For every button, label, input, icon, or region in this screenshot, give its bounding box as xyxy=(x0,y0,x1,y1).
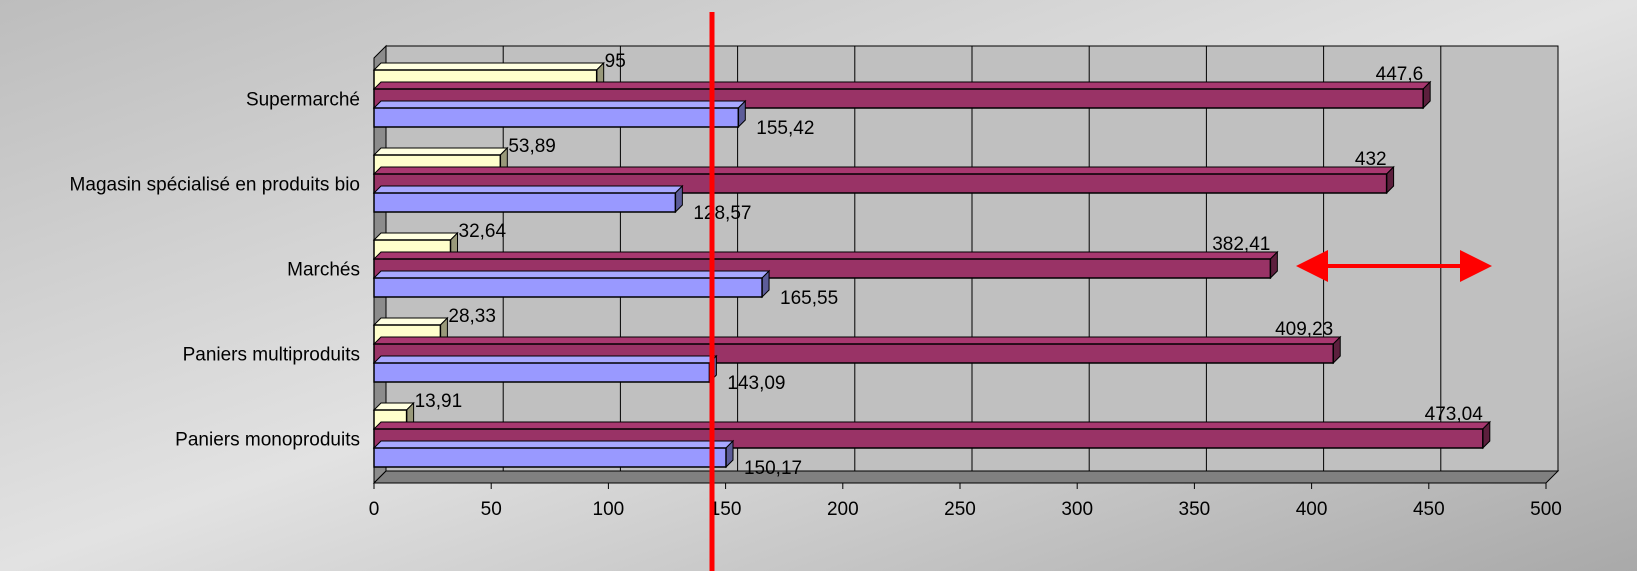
value-label: 473,04 xyxy=(1425,404,1484,425)
value-label: 432 xyxy=(1355,149,1387,170)
x-tick-label: 500 xyxy=(1530,499,1562,520)
x-tick-label: 100 xyxy=(593,499,625,520)
bar-top xyxy=(372,81,1432,90)
value-label: 32,64 xyxy=(459,221,507,242)
value-label: 95 xyxy=(605,51,626,72)
x-tick-label: 50 xyxy=(481,499,502,520)
value-label: 382,41 xyxy=(1212,234,1270,255)
bar-top xyxy=(372,251,1279,260)
bar xyxy=(373,447,727,468)
x-tick-label: 250 xyxy=(944,499,976,520)
bar xyxy=(373,362,711,383)
bar-top xyxy=(372,232,459,241)
x-tick-label: 300 xyxy=(1061,499,1093,520)
value-label: 128,57 xyxy=(693,203,751,224)
bar-top xyxy=(372,100,747,109)
bar xyxy=(373,107,740,128)
x-tick-label: 200 xyxy=(827,499,859,520)
value-label: 165,55 xyxy=(780,288,838,309)
value-label: 155,42 xyxy=(756,118,814,139)
x-tick-label: 400 xyxy=(1296,499,1328,520)
category-label: Paniers multiproduits xyxy=(183,345,360,366)
bar-top xyxy=(372,355,718,364)
bar-top xyxy=(372,62,605,71)
bar-top xyxy=(372,440,735,449)
x-tick-label: 450 xyxy=(1413,499,1445,520)
value-label: 28,33 xyxy=(448,306,496,327)
plot-area: 0 50 100 150 200 250 300 350 400 450 500 Supermarch… xyxy=(70,44,1562,520)
value-label: 150,17 xyxy=(744,458,802,479)
category-label: Paniers monoproduits xyxy=(175,430,360,451)
value-label: 53,89 xyxy=(508,136,556,157)
value-label: 447,6 xyxy=(1376,64,1424,85)
bar xyxy=(373,277,763,298)
x-tick-label: 150 xyxy=(710,499,742,520)
value-label: 143,09 xyxy=(727,373,785,394)
value-label: 13,91 xyxy=(415,391,463,412)
bar-top xyxy=(372,147,509,156)
bar-top xyxy=(372,317,449,326)
bar-top xyxy=(372,185,684,194)
value-label: 409,23 xyxy=(1275,319,1333,340)
category-label: Magasin spécialisé en produits bio xyxy=(70,175,360,196)
bar-top xyxy=(372,421,1492,430)
bar-top xyxy=(372,336,1342,345)
floor xyxy=(372,470,1560,484)
category-label: Supermarché xyxy=(246,90,360,111)
category-label: Marchés xyxy=(287,260,360,281)
x-tick-label: 350 xyxy=(1179,499,1211,520)
x-tick-label: 0 xyxy=(369,499,380,520)
bar-top xyxy=(372,166,1395,175)
bar xyxy=(373,192,677,213)
